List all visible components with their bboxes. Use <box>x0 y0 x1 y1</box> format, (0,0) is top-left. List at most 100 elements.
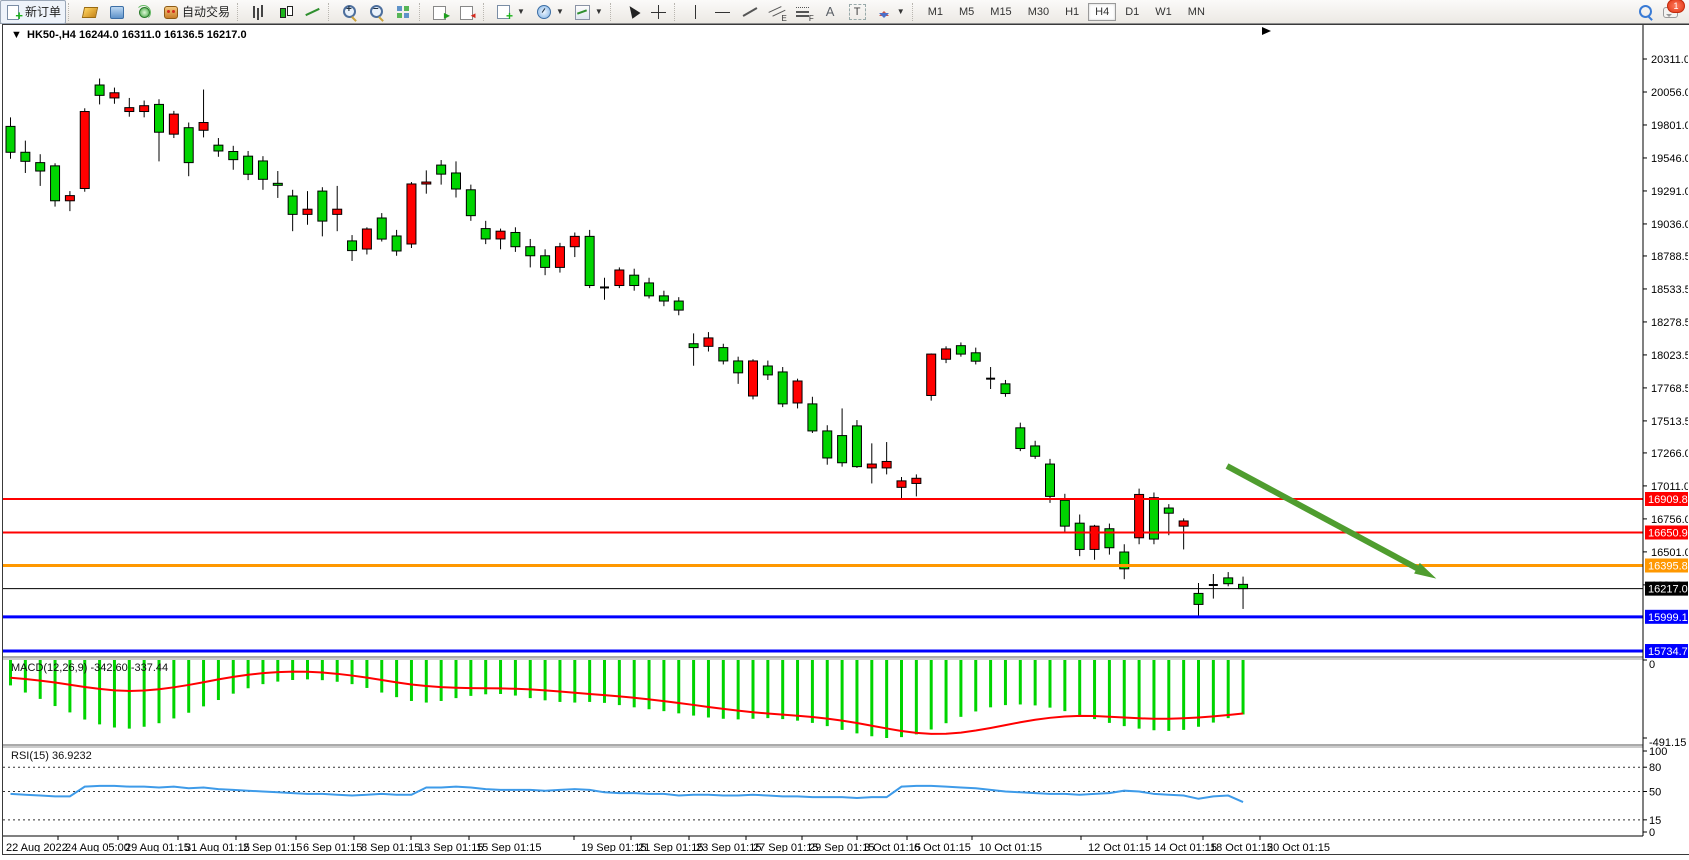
line-chart-button[interactable] <box>299 0 326 24</box>
rsi-tick-label: 0 <box>1649 827 1655 839</box>
trend-arrow-head <box>1414 562 1437 579</box>
toolbar-right: 1 <box>1637 0 1685 20</box>
macd-tick-label: -491.15 <box>1649 737 1686 749</box>
chat-icon[interactable]: 1 <box>1662 0 1685 20</box>
candlestick-chart-icon <box>277 4 294 20</box>
fibonacci-button[interactable] <box>790 0 817 24</box>
candle-body <box>762 365 773 376</box>
autotrading-icon <box>162 4 179 20</box>
date-tick-label: 15 Sep 01:15 <box>476 842 541 852</box>
candle-body <box>480 228 491 240</box>
autotrading-button[interactable]: 自动交易 <box>157 0 235 24</box>
candle-body <box>154 103 164 133</box>
candle-body <box>748 360 758 397</box>
crosshair-button[interactable] <box>645 0 672 24</box>
candle-body <box>629 274 640 287</box>
candle-body <box>658 295 669 302</box>
text-label-button[interactable] <box>844 0 871 24</box>
clock-button[interactable]: ▼ <box>530 0 569 24</box>
candle-body <box>332 208 343 215</box>
zoom-in-button[interactable] <box>336 0 363 24</box>
candlestick-chart-button[interactable] <box>272 0 299 24</box>
timeframe-h1[interactable]: H1 <box>1065 5 1080 18</box>
candle-body <box>554 246 565 268</box>
search-icon[interactable] <box>1637 4 1654 20</box>
chevron-down-icon[interactable]: ▼ <box>517 7 525 16</box>
price-tick-label: 18278.5 <box>1651 317 1688 329</box>
candle-body <box>406 183 417 245</box>
date-tick-label: 23 Sep 01:15 <box>696 842 761 852</box>
strategy-tester-button[interactable] <box>103 0 130 24</box>
candle-body <box>465 189 476 217</box>
arrows-icon <box>876 4 893 20</box>
candle-body <box>569 235 580 248</box>
zoom-out-button[interactable] <box>363 0 390 24</box>
indicators-button[interactable]: ▼ <box>569 0 608 24</box>
candle-body <box>777 371 788 405</box>
timeframe-m1[interactable]: M1 <box>927 5 943 18</box>
new-chart-button[interactable]: ▼ <box>491 0 530 24</box>
bar-chart-button[interactable] <box>245 0 272 24</box>
rsi-line <box>10 784 1244 803</box>
candle-body <box>525 246 536 257</box>
timeframe-m30[interactable]: M30 <box>1027 5 1050 18</box>
arrows-button[interactable]: ▼ <box>871 0 910 24</box>
signals-button[interactable] <box>130 0 157 24</box>
candle-body <box>1074 522 1085 550</box>
vertical-line-button[interactable] <box>682 0 709 24</box>
price-label-box <box>1645 609 1688 624</box>
timeframe-mn[interactable]: MN <box>1187 5 1205 18</box>
timeframe-m15[interactable]: M15 <box>990 5 1012 18</box>
chart-collapse-toggle[interactable]: ▼ <box>11 29 22 41</box>
timeframe-m5[interactable]: M5 <box>959 5 975 18</box>
auto-scroll-button[interactable] <box>427 0 454 24</box>
chevron-down-icon[interactable]: ▼ <box>555 7 564 16</box>
candle-body <box>1089 525 1100 550</box>
date-tick-label: 21 Sep 01:15 <box>638 842 703 852</box>
line-chart-icon <box>304 4 321 20</box>
market-watch-icon <box>81 4 98 20</box>
candle-body <box>198 122 209 131</box>
chart-shift-button[interactable] <box>454 0 481 24</box>
price-tick-label: 16501.0 <box>1651 547 1688 559</box>
tile-windows-button[interactable] <box>390 0 417 24</box>
price-label-box <box>1645 558 1688 573</box>
date-tick-label: 2 Sep 01:15 <box>243 842 302 852</box>
date-tick-label: 12 Oct 01:15 <box>1088 842 1151 852</box>
chevron-down-icon[interactable]: ▼ <box>896 7 905 16</box>
candle-body <box>881 460 892 469</box>
candle-body <box>257 160 268 180</box>
price-label-box <box>1645 492 1688 506</box>
chevron-down-icon[interactable]: ▼ <box>594 7 603 16</box>
toolbar-group-trade: 新订单 <box>0 0 67 24</box>
timeframe-w1[interactable]: W1 <box>1155 5 1172 18</box>
candle-body <box>955 345 966 355</box>
channel-button[interactable] <box>763 0 790 24</box>
timeframe-toolbar: M1 M5 M15 M30 H1 H4 D1 W1 MN <box>920 1 1213 23</box>
candle-body <box>510 231 521 248</box>
candle-body <box>124 107 135 113</box>
cursor-button[interactable] <box>618 0 645 24</box>
candle-body <box>703 337 714 347</box>
candle-body <box>1134 493 1145 539</box>
new-order-button[interactable]: 新订单 <box>0 0 67 24</box>
indicators-icon <box>574 4 591 20</box>
price-chart-canvas[interactable]: 20311.0 20056.0 19801.0 19546.0 19291.0 19036… <box>3 25 1688 852</box>
candle-body <box>451 172 461 190</box>
trendline-button[interactable] <box>736 0 763 24</box>
candle-body <box>20 151 31 162</box>
new-chart-icon <box>496 4 513 23</box>
date-tick-label: 13 Sep 01:15 <box>418 842 483 852</box>
market-watch-button[interactable] <box>76 0 103 24</box>
candle-body <box>495 230 506 240</box>
notification-badge: 1 <box>1667 0 1685 13</box>
toolbar-group-zoom <box>336 1 417 23</box>
timeframe-h4[interactable]: H4 <box>1088 2 1117 21</box>
toolbar-separator <box>673 2 680 21</box>
text-button[interactable] <box>817 0 844 24</box>
timeframe-d1[interactable]: D1 <box>1125 5 1140 18</box>
horizontal-line-button[interactable] <box>709 0 736 24</box>
rsi-tick-label: 100 <box>1649 746 1667 758</box>
chart-window[interactable]: 20311.0 20056.0 19801.0 19546.0 19291.0 19036… <box>2 24 1689 855</box>
candle-body <box>168 113 179 135</box>
